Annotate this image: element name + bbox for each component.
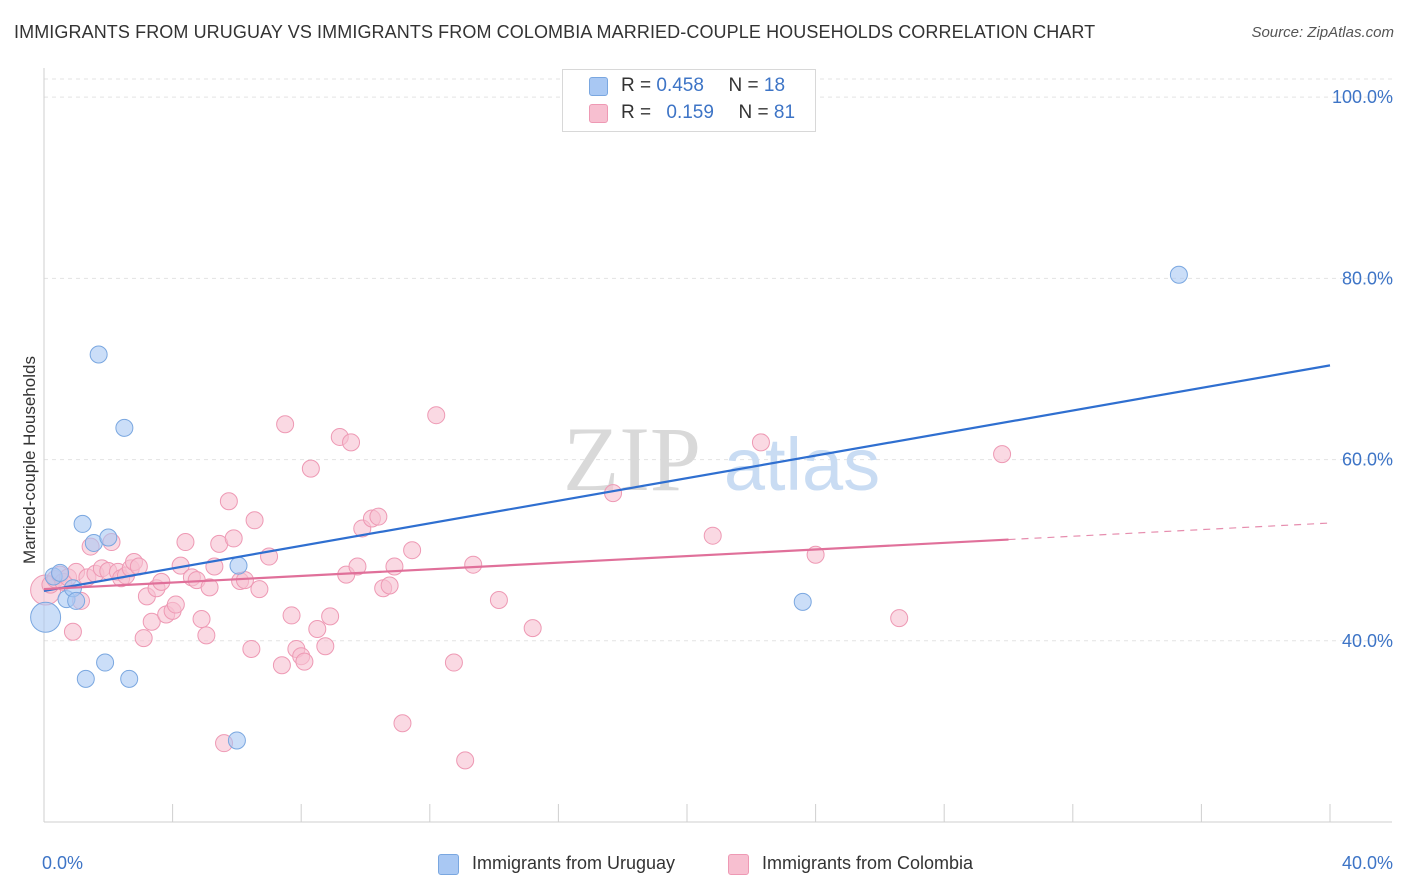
tick-labels: 40.0% 60.0% 80.0% 100.0% 0.0% 40.0% bbox=[42, 87, 1393, 873]
legend-r-label: R = bbox=[621, 102, 652, 123]
colombia-point bbox=[197, 626, 216, 645]
colombia-point bbox=[348, 557, 367, 576]
trend-lines bbox=[43, 364, 1331, 593]
legend-r-label: R = bbox=[621, 75, 652, 96]
legend-n-value: 81 bbox=[773, 102, 796, 123]
colombia-point bbox=[219, 492, 238, 511]
colombia-point bbox=[393, 714, 412, 733]
legend-r-value: 0.458 bbox=[656, 75, 704, 96]
colombia-point bbox=[523, 619, 542, 638]
legend-label-colombia: Immigrants from Colombia bbox=[762, 853, 974, 873]
uruguay-point bbox=[1169, 265, 1188, 284]
legend-label-uruguay: Immigrants from Uruguay bbox=[472, 853, 676, 873]
uruguay-point bbox=[51, 563, 70, 582]
colombia-point bbox=[427, 406, 446, 425]
watermark: ZIP atlas bbox=[563, 408, 880, 510]
colombia-point bbox=[308, 620, 327, 639]
uruguay-point bbox=[99, 528, 118, 547]
y-tick-label: 100.0% bbox=[1332, 87, 1393, 107]
colombia-point bbox=[301, 459, 320, 478]
uruguay-point bbox=[89, 345, 108, 364]
uruguay-point bbox=[67, 591, 86, 610]
source-label: Source: ZipAtlas.com bbox=[1251, 24, 1394, 41]
colombia-point bbox=[282, 606, 301, 625]
legend-swatch-colombia bbox=[728, 854, 749, 875]
chart-title: IMMIGRANTS FROM URUGUAY VS IMMIGRANTS FR… bbox=[14, 22, 1096, 42]
colombia-point bbox=[272, 656, 291, 675]
colombia-point bbox=[166, 595, 185, 614]
watermark-zip: ZIP bbox=[563, 408, 701, 510]
colombia-point bbox=[703, 526, 722, 545]
colombia-point bbox=[276, 415, 295, 434]
colombia-point bbox=[134, 629, 153, 648]
uruguay-point bbox=[73, 514, 92, 533]
colombia-point bbox=[200, 578, 219, 597]
y-tick-label: 60.0% bbox=[1342, 450, 1393, 470]
colombia-point bbox=[63, 622, 82, 641]
colombia-point bbox=[489, 591, 508, 610]
correlation-legend: R = 0.458 N = 18 R = 0.159 N = 81 bbox=[562, 69, 816, 132]
colombia-point bbox=[369, 507, 388, 526]
colombia-point bbox=[316, 637, 335, 656]
uruguay-point bbox=[76, 669, 95, 688]
uruguay-point bbox=[793, 592, 812, 611]
colombia-point bbox=[192, 610, 211, 629]
colombia-point bbox=[224, 529, 243, 548]
colombia-point bbox=[444, 653, 463, 672]
colombia-point bbox=[342, 433, 361, 452]
colombia-point bbox=[242, 639, 261, 658]
colombia-point bbox=[380, 576, 399, 595]
x-tick-label: 40.0% bbox=[1342, 853, 1393, 873]
colombia-point bbox=[456, 751, 475, 770]
uruguay-point bbox=[229, 556, 248, 575]
legend-r-value: 0.159 bbox=[666, 102, 714, 123]
colombia-point bbox=[751, 433, 770, 452]
axes bbox=[43, 68, 1392, 823]
y-tick-label: 80.0% bbox=[1342, 268, 1393, 288]
colombia-point bbox=[890, 609, 909, 628]
colombia-trend-line bbox=[43, 538, 1009, 591]
uruguay-point bbox=[96, 653, 115, 672]
uruguay-point bbox=[30, 601, 62, 633]
uruguay-point bbox=[227, 731, 246, 750]
y-tick-label: 40.0% bbox=[1342, 631, 1393, 651]
uruguay-point bbox=[115, 418, 134, 437]
legend-n-label: N = bbox=[738, 102, 769, 123]
uruguay-point bbox=[120, 669, 139, 688]
legend-swatch-uruguay bbox=[589, 77, 608, 96]
colombia-point bbox=[250, 580, 269, 599]
colombia-point bbox=[176, 533, 195, 552]
series-uruguay-points bbox=[30, 265, 1188, 750]
colombia-point bbox=[993, 445, 1012, 464]
colombia-point bbox=[245, 511, 264, 530]
colombia-point bbox=[321, 607, 340, 626]
series-legend: Immigrants from Uruguay Immigrants from … bbox=[0, 852, 1406, 878]
colombia-trend-line-extension bbox=[1008, 522, 1331, 541]
colombia-point bbox=[295, 652, 314, 671]
colombia-point bbox=[142, 612, 161, 631]
colombia-point bbox=[464, 555, 483, 574]
legend-n-value: 18 bbox=[763, 75, 786, 96]
legend-swatch-uruguay bbox=[438, 854, 459, 875]
colombia-point bbox=[403, 541, 422, 560]
x-tick-label: 0.0% bbox=[42, 853, 83, 873]
watermark-atlas: atlas bbox=[724, 423, 880, 506]
uruguay-trend-line bbox=[43, 364, 1331, 593]
legend-swatch-colombia bbox=[589, 104, 608, 123]
legend-n-label: N = bbox=[728, 75, 759, 96]
